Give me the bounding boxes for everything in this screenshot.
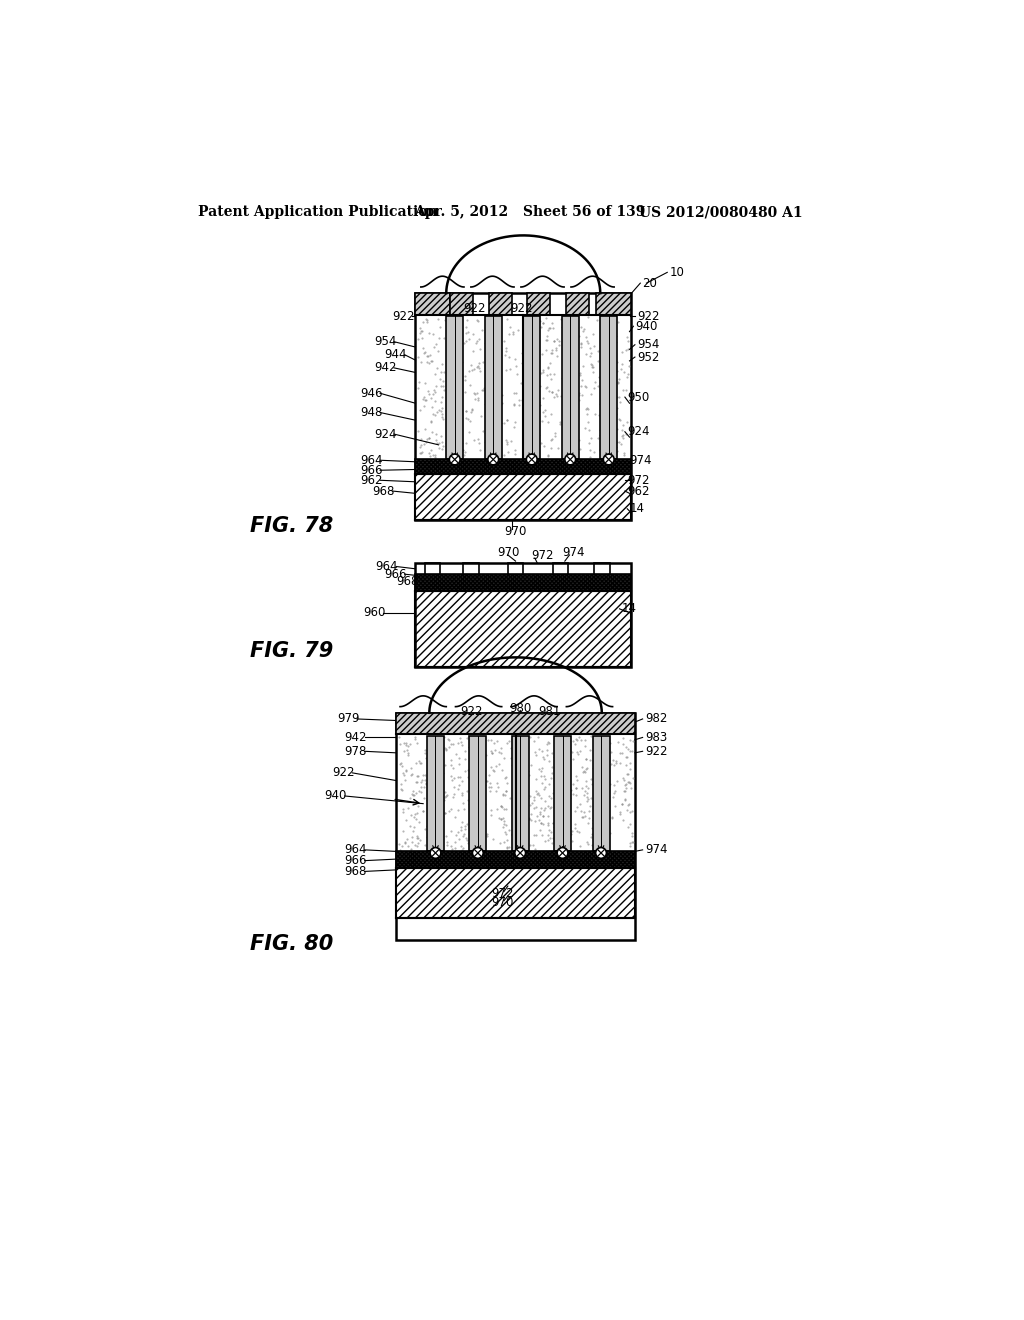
Text: 922: 922 [464,302,486,315]
Bar [565,293,589,314]
Text: 942: 942 [345,731,368,744]
Text: 979: 979 [337,713,359,726]
Bar [416,293,631,520]
Bar [427,737,444,851]
Bar [396,869,635,919]
Bar [484,317,502,459]
Circle shape [515,847,525,858]
Text: 944: 944 [385,348,408,362]
Text: Sheet 56 of 139: Sheet 56 of 139 [523,206,646,219]
Text: 922: 922 [511,302,532,315]
Bar [508,564,523,574]
Bar [416,459,631,474]
Text: 948: 948 [360,407,382,418]
Bar [527,293,550,314]
Circle shape [565,454,575,465]
Circle shape [430,847,441,858]
Text: 972: 972 [628,474,649,487]
Text: 962: 962 [628,484,649,498]
Text: 952: 952 [637,351,659,363]
Bar [596,293,631,314]
Text: 950: 950 [628,391,649,404]
Text: 922: 922 [637,310,659,323]
Text: 942: 942 [374,362,396,375]
Text: 970: 970 [504,524,526,537]
Bar [446,317,463,459]
Text: 922: 922 [460,705,482,718]
Text: 970: 970 [490,896,513,909]
Circle shape [472,847,483,858]
Text: 924: 924 [628,425,649,438]
Bar [416,293,451,314]
Text: 970: 970 [497,546,519,560]
Bar [488,293,512,314]
Text: FIG. 80: FIG. 80 [250,933,333,954]
Bar [416,591,631,667]
Circle shape [450,454,460,465]
Bar [523,317,541,459]
Bar [451,293,473,314]
Text: 966: 966 [385,568,408,581]
Circle shape [557,847,568,858]
Text: 14: 14 [622,602,637,615]
Bar [396,851,635,869]
Text: 968: 968 [373,484,394,498]
Bar [469,737,486,851]
Bar [416,574,631,591]
Text: 962: 962 [360,474,383,487]
Text: 954: 954 [637,338,659,351]
Circle shape [596,847,606,858]
Bar [562,317,579,459]
Text: 964: 964 [360,454,383,467]
Bar [554,737,571,851]
Text: 10: 10 [670,265,684,279]
Text: 946: 946 [360,387,383,400]
Circle shape [603,454,614,465]
Text: Patent Application Publication: Patent Application Publication [199,206,438,219]
Text: 974: 974 [562,546,585,560]
Bar [416,474,631,520]
Text: 960: 960 [364,606,385,619]
Text: 954: 954 [374,335,396,348]
Text: 968: 968 [345,865,367,878]
Text: 981: 981 [539,705,561,718]
Text: FIG. 79: FIG. 79 [250,642,333,661]
Text: 974: 974 [630,454,652,467]
Bar [396,713,635,734]
Text: 966: 966 [360,463,383,477]
Text: 968: 968 [396,576,419,589]
Bar [600,317,617,459]
Bar [593,737,609,851]
Text: 972: 972 [490,887,513,900]
Text: 972: 972 [531,549,553,562]
Text: US 2012/0080480 A1: US 2012/0080480 A1 [639,206,803,219]
Bar [396,713,635,940]
Bar [512,737,528,851]
Bar [425,564,440,574]
Text: 980: 980 [509,702,531,714]
Text: 940: 940 [325,789,347,803]
Text: 978: 978 [345,744,367,758]
Bar [416,564,631,667]
Bar [594,564,609,574]
Text: 964: 964 [376,560,398,573]
Text: 924: 924 [374,428,396,441]
Text: 983: 983 [645,731,668,744]
Bar [553,564,568,574]
Circle shape [526,454,538,465]
Text: 14: 14 [630,502,644,515]
Circle shape [487,454,499,465]
Bar [463,564,478,574]
Text: FIG. 78: FIG. 78 [250,516,333,536]
Text: 922: 922 [645,744,668,758]
Text: Apr. 5, 2012: Apr. 5, 2012 [414,206,508,219]
Text: 20: 20 [643,277,657,289]
Text: 974: 974 [645,843,668,857]
Text: 922: 922 [392,310,415,323]
Text: 982: 982 [645,713,668,726]
Text: 966: 966 [345,854,368,867]
Text: 964: 964 [345,843,368,857]
Text: 940: 940 [636,319,658,333]
Text: 922: 922 [333,767,354,779]
